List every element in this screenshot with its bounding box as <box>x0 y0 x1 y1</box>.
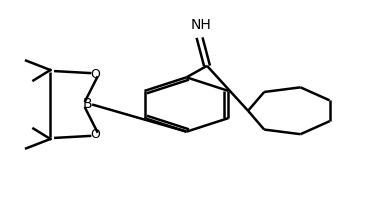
Text: O: O <box>90 68 100 81</box>
Text: B: B <box>83 98 93 111</box>
Text: NH: NH <box>191 18 212 32</box>
Text: O: O <box>90 128 100 141</box>
